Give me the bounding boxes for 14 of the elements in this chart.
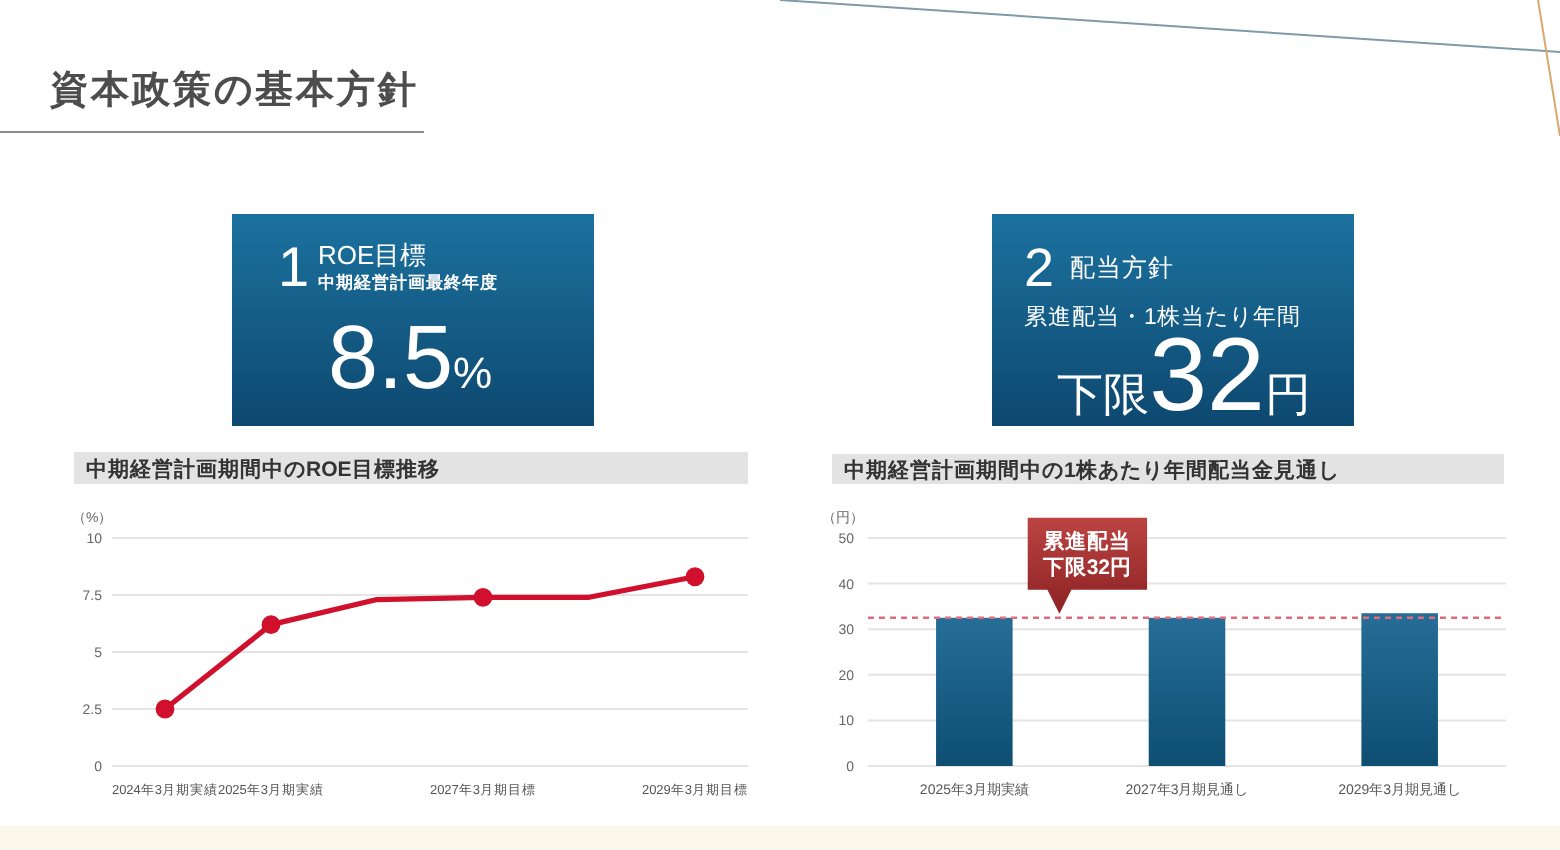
text: 配当方針 (1070, 252, 1174, 282)
chart-title: 中期経営計画期間中の1株あたり年間配当金見通し (844, 456, 1340, 483)
text: 8.5% (327, 306, 493, 408)
point (685, 567, 705, 587)
text: ROE目標 (318, 240, 427, 270)
text: 2 (1024, 238, 1055, 298)
ref-line-label: 累進配当下限32円 (1040, 527, 1133, 580)
point (473, 587, 493, 607)
chart-title: 中期経営計画期間中のROE目標推移 (86, 455, 440, 482)
text: 1 (278, 236, 310, 298)
point (155, 699, 175, 719)
point (261, 615, 281, 635)
text: 資本政策の基本方針 (48, 68, 419, 112)
text: 中期経営計画最終年度 (318, 272, 498, 292)
